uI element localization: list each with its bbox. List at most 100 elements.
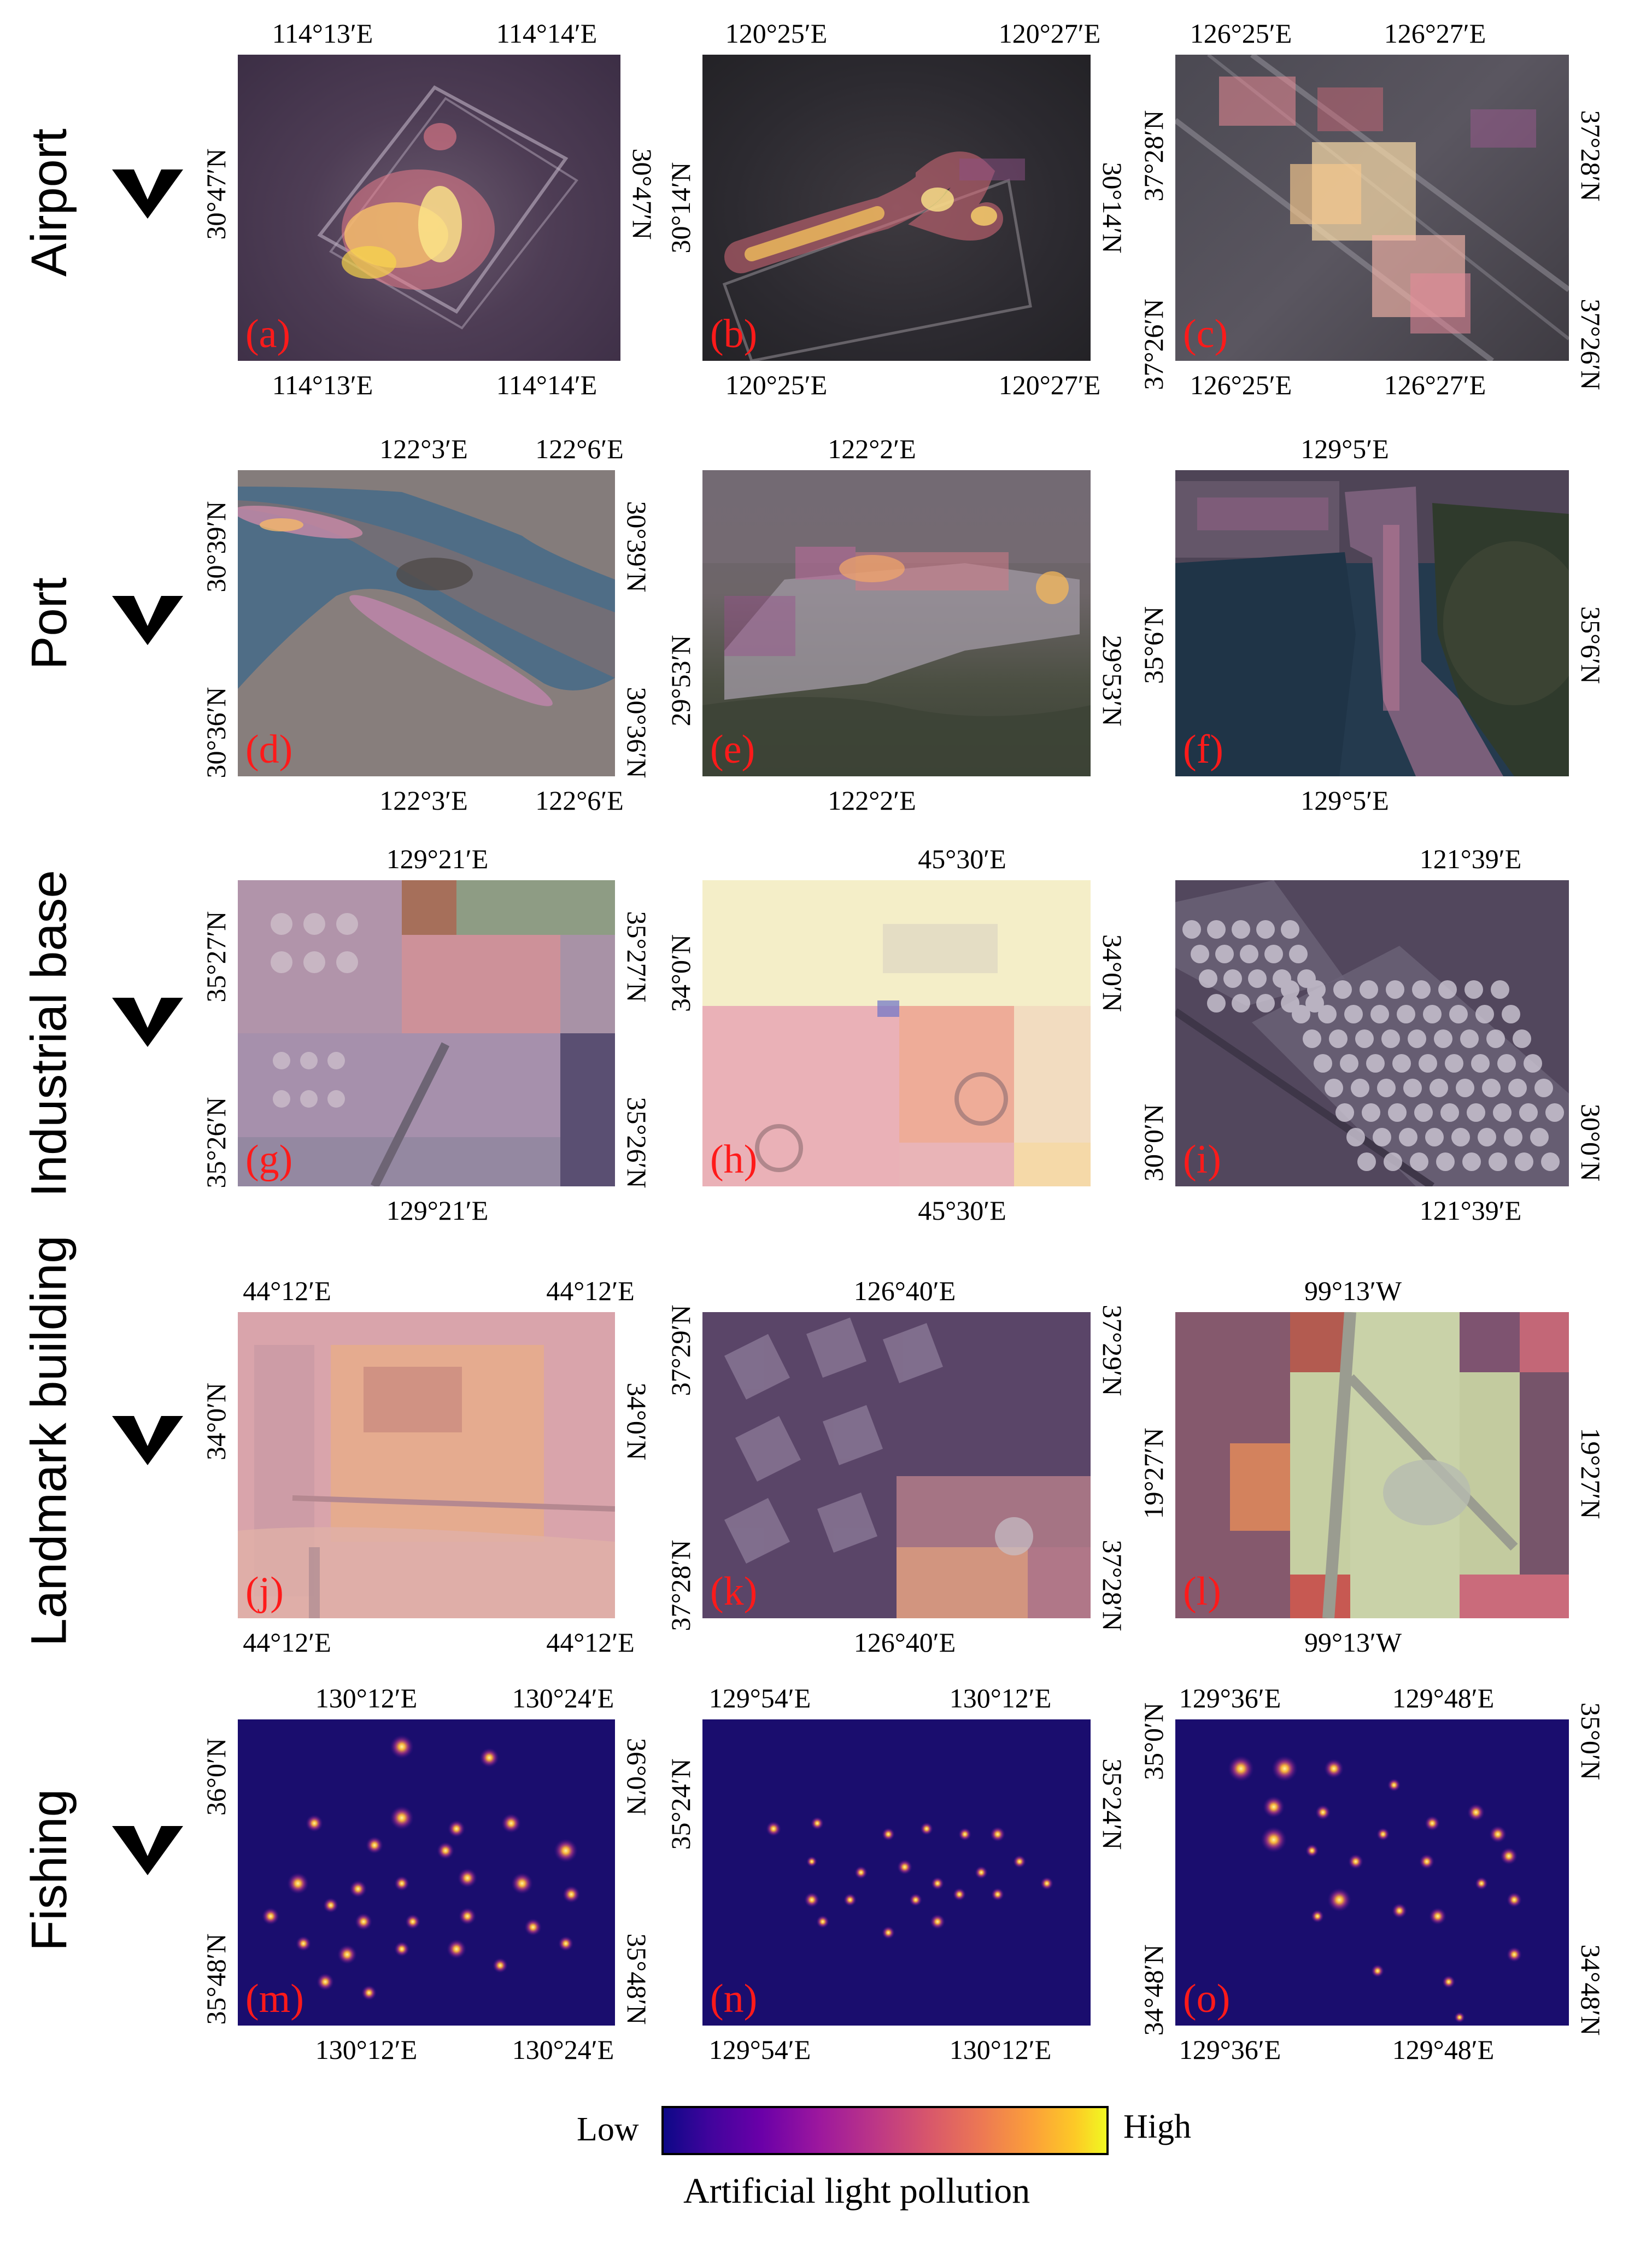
- arrow-icon: [112, 1416, 183, 1465]
- storage-tank: [1388, 1103, 1407, 1122]
- tick-label: 37°28′N: [1575, 110, 1606, 202]
- tick-label: 129°48′E: [1392, 1683, 1495, 1713]
- storage-tank: [1475, 1005, 1494, 1023]
- storage-tank: [1232, 920, 1250, 939]
- tick-label: 44°12′E: [243, 1275, 331, 1306]
- panel-letter: (f): [1183, 727, 1223, 772]
- storage-tank: [1489, 1152, 1507, 1171]
- tick-label: 129°54′E: [708, 1683, 811, 1713]
- storage-tank: [1314, 1054, 1332, 1073]
- tick-label: 130°12′E: [949, 1683, 1052, 1713]
- light-spot: [1467, 1804, 1485, 1821]
- storage-tank: [1386, 980, 1404, 999]
- storage-tank: [1399, 1128, 1417, 1146]
- tick-label: 126°27′E: [1384, 18, 1486, 49]
- storage-tank: [1392, 1054, 1411, 1073]
- storage-tank: [1445, 1054, 1463, 1073]
- storage-tank: [1464, 980, 1483, 999]
- storage-tank: [1256, 920, 1275, 939]
- storage-tank: [1344, 1005, 1363, 1023]
- storage-tank: [1471, 1054, 1490, 1073]
- storage-tank: [1366, 1054, 1385, 1073]
- tick-label: 34°48′N: [1575, 1944, 1606, 2036]
- light-spot: [991, 1888, 1004, 1901]
- light-spot: [501, 1813, 521, 1833]
- light-spot: [1507, 1892, 1522, 1907]
- storage-tank: [1493, 1103, 1512, 1122]
- tick-label: 19°27′N: [1575, 1427, 1606, 1519]
- storage-tank: [1519, 1103, 1538, 1122]
- heat-overlay: [1228, 1755, 1522, 2023]
- map-panel-g: (g): [238, 880, 615, 1186]
- tick-label: 30°36′N: [622, 687, 652, 779]
- tick-label: 37°26′N: [1575, 299, 1606, 390]
- storage-tank: [1325, 1079, 1343, 1097]
- tick-label: 130°12′E: [949, 2034, 1052, 2065]
- storage-tank: [1240, 945, 1258, 963]
- storage-tank: [1215, 945, 1234, 963]
- light-spot: [1376, 1828, 1390, 1841]
- tick-label: 35°26′N: [622, 1097, 652, 1189]
- heat-overlay: [238, 470, 615, 776]
- map-panel-f: (f): [1175, 470, 1569, 776]
- light-spot: [524, 1918, 542, 1936]
- tick-label: 37°29′N: [665, 1304, 696, 1396]
- tick-label: 44°12′E: [546, 1275, 635, 1306]
- row-label-port: Port: [21, 577, 77, 670]
- tick-label: 129°36′E: [1179, 1683, 1281, 1713]
- tick-label: 34°0′N: [665, 934, 696, 1013]
- tick-label: 126°25′E: [1190, 18, 1292, 49]
- light-spot: [1475, 1877, 1488, 1890]
- map-panel-i: (i): [1175, 880, 1569, 1186]
- tick-label: 35°24′N: [1097, 1758, 1128, 1850]
- light-spot: [1040, 1877, 1053, 1890]
- storage-tank: [1408, 1029, 1426, 1048]
- heat-overlay: [1175, 470, 1569, 776]
- tick-label: 35°48′N: [622, 1933, 652, 2025]
- tick-label: 45°30′E: [918, 1195, 1006, 1226]
- panel-letter: (a): [245, 312, 291, 356]
- storage-tank: [1397, 1005, 1415, 1023]
- light-spot: [287, 1872, 309, 1894]
- panel-letter: (j): [245, 1569, 284, 1614]
- heat-overlay: [1175, 880, 1569, 1186]
- light-spot: [990, 1827, 1005, 1842]
- storage-tank: [1497, 1054, 1516, 1073]
- storage-tank: [1502, 1005, 1520, 1023]
- tick-label: 37°28′N: [665, 1540, 696, 1631]
- light-spot: [323, 1898, 338, 1913]
- tick-label: 34°0′N: [201, 1382, 231, 1461]
- storage-tank: [1419, 1054, 1437, 1073]
- tick-label: 122°3′E: [379, 785, 468, 816]
- heat-overlay: [238, 1312, 615, 1618]
- map-panel-e: (e): [702, 470, 1091, 776]
- storage-tank: [1515, 1152, 1533, 1171]
- light-spot: [909, 1893, 922, 1906]
- storage-tank: [1207, 920, 1226, 939]
- tick-label: 129°5′E: [1300, 785, 1389, 816]
- storage-tank: [1534, 1079, 1553, 1097]
- panel-letter: (b): [710, 312, 758, 356]
- storage-tank: [1384, 1152, 1402, 1171]
- light-spot: [958, 1828, 971, 1841]
- panel-letter: (g): [245, 1137, 293, 1182]
- light-spot: [394, 1941, 409, 1957]
- storage-tank: [1460, 1029, 1479, 1048]
- tick-label: 114°13′E: [272, 18, 373, 49]
- storage-tank: [1303, 1029, 1321, 1048]
- storage-tank: [1307, 980, 1326, 999]
- tick-label: 35°24′N: [665, 1758, 696, 1850]
- storage-tank: [1305, 994, 1324, 1013]
- legend-high-label: High: [1123, 2108, 1191, 2145]
- storage-tank: [1333, 980, 1352, 999]
- colorbar: [661, 2106, 1109, 2155]
- light-spot: [1013, 1855, 1026, 1868]
- storage-tank: [1381, 1029, 1400, 1048]
- storage-tank: [1423, 1005, 1442, 1023]
- tick-label: 36°0′N: [201, 1737, 231, 1816]
- light-spot: [1387, 1778, 1401, 1792]
- tick-label: 29°53′N: [665, 635, 696, 727]
- panel-letter: (d): [245, 727, 293, 772]
- light-spot: [296, 1936, 311, 1951]
- storage-tank: [1256, 994, 1275, 1013]
